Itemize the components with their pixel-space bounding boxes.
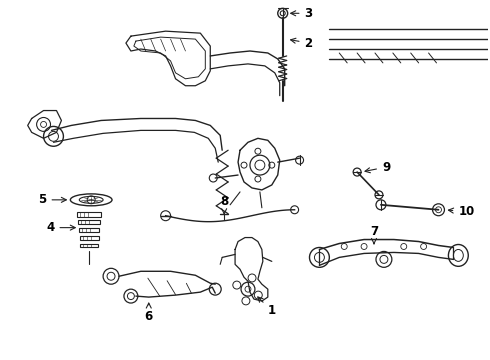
Text: 5: 5 — [38, 193, 66, 206]
Bar — [77, 212, 101, 217]
Circle shape — [376, 251, 392, 267]
Bar — [78, 220, 100, 224]
Text: 6: 6 — [145, 303, 153, 323]
Bar — [80, 243, 98, 247]
Text: 10: 10 — [448, 205, 475, 218]
Text: 9: 9 — [365, 161, 390, 174]
Text: 1: 1 — [258, 297, 276, 318]
Bar — [79, 228, 99, 231]
Bar — [80, 235, 99, 239]
Text: 3: 3 — [291, 7, 313, 20]
Text: 4: 4 — [46, 221, 75, 234]
Text: 2: 2 — [291, 37, 313, 50]
Text: 7: 7 — [370, 225, 378, 244]
Text: 8: 8 — [220, 195, 228, 214]
